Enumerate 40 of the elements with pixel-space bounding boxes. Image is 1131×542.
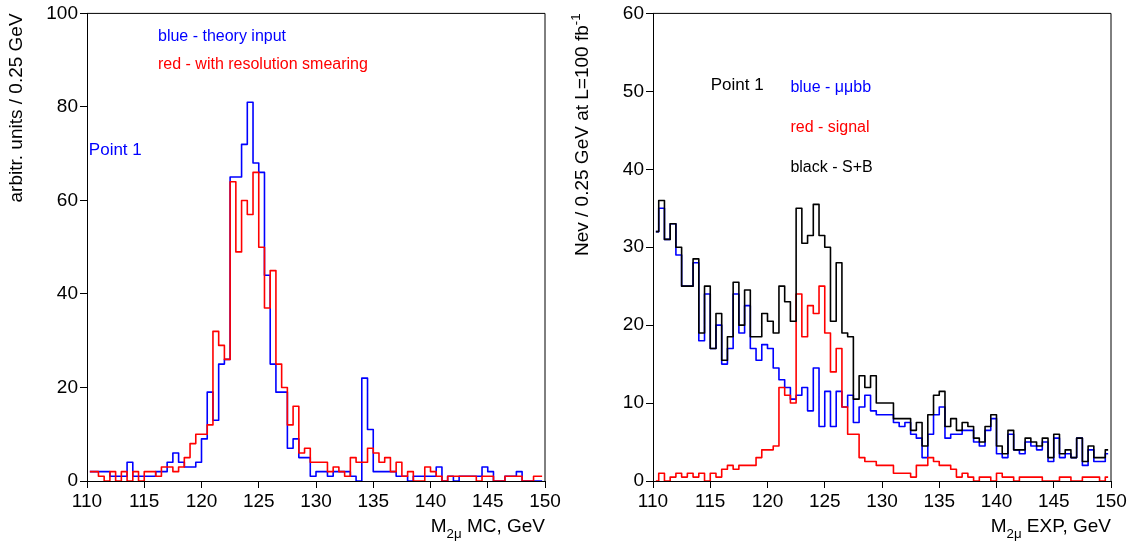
y-tick-label: 10 bbox=[622, 391, 644, 413]
x-tick-label: 140 bbox=[414, 489, 447, 511]
y-tick-label: 20 bbox=[56, 375, 78, 397]
y-tick-label: 100 bbox=[46, 1, 78, 23]
x-tick-label: 145 bbox=[471, 489, 504, 511]
x-tick-label: 150 bbox=[1095, 489, 1127, 511]
x-tick-label: 115 bbox=[695, 489, 726, 511]
y-tick-label: 80 bbox=[56, 95, 78, 117]
x-tick-label: 135 bbox=[923, 489, 956, 511]
x-tick-label: 125 bbox=[808, 489, 841, 511]
y-tick-label: 0 bbox=[633, 469, 644, 491]
y-tick-label: 0 bbox=[67, 469, 78, 491]
x-tick-label: 130 bbox=[866, 489, 898, 511]
y-tick-label: 50 bbox=[622, 79, 644, 101]
y-tick-label: 40 bbox=[622, 157, 644, 179]
x-tick-label: 115 bbox=[129, 489, 160, 511]
annotation: Point 1 bbox=[710, 74, 764, 94]
y-tick-label: 30 bbox=[622, 235, 644, 257]
x-tick-label: 120 bbox=[751, 489, 784, 511]
x-tick-label: 130 bbox=[300, 489, 332, 511]
text: red - signal bbox=[790, 117, 870, 135]
x-tick-label: 140 bbox=[980, 489, 1013, 511]
x-tick-label: 145 bbox=[1037, 489, 1070, 511]
x-tick-label: 110 bbox=[637, 489, 669, 511]
text: black - S+B bbox=[790, 157, 873, 175]
text: blue - μμbb bbox=[790, 77, 872, 95]
y-tick-label: 60 bbox=[622, 1, 644, 23]
y-tick-label: 60 bbox=[56, 188, 78, 210]
text: red - with resolution smearing bbox=[157, 55, 368, 73]
text: blue - theory input bbox=[157, 27, 287, 45]
x-tick-label: 110 bbox=[71, 489, 103, 511]
y-axis-title: arbitr. units / 0.25 GeV bbox=[5, 13, 26, 203]
x-tick-label: 120 bbox=[185, 489, 218, 511]
y-axis-title: Nev / 0.25 GeV at L=100 fb-1 bbox=[568, 13, 592, 257]
x-tick-label: 125 bbox=[242, 489, 275, 511]
y-tick-label: 20 bbox=[622, 313, 644, 335]
annotation: Point 1 bbox=[88, 140, 142, 159]
x-tick-label: 135 bbox=[357, 489, 390, 511]
x-tick-label: 150 bbox=[529, 489, 561, 511]
y-tick-label: 40 bbox=[56, 282, 78, 304]
